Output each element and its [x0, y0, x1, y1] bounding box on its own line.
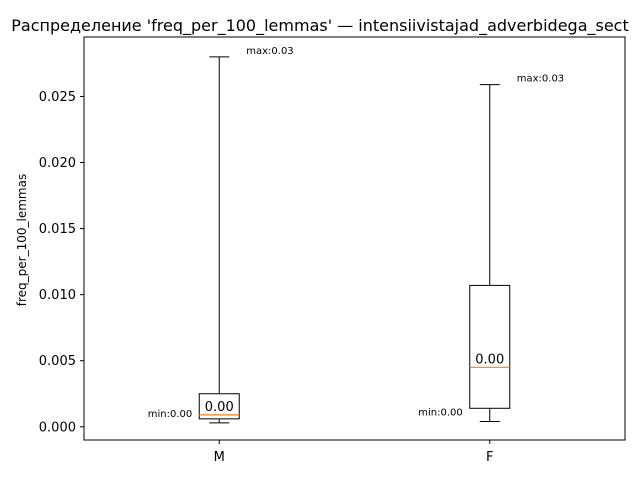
box-M: 0.00 max:0.03 min:0.00 [148, 46, 294, 424]
x-tick-label: F [486, 450, 493, 465]
median-label: 0.00 [475, 352, 504, 367]
y-tick-label: 0.000 [39, 420, 76, 435]
y-axis-ticks: 0.000 0.005 0.010 0.015 0.020 0.025 [39, 90, 84, 435]
min-label: min:0.00 [418, 408, 463, 419]
x-tick-label: M [214, 450, 225, 465]
plot-area-frame [83, 36, 626, 441]
box-iqr [198, 393, 240, 420]
y-axis-label: freq_per_100_lemmas [15, 174, 29, 306]
y-tick-label: 0.025 [39, 90, 76, 105]
y-tick-label: 0.015 [39, 222, 76, 237]
y-tick-label: 0.020 [39, 156, 76, 171]
box-iqr [469, 284, 511, 409]
chart-title: Распределение 'freq_per_100_lemmas' — in… [11, 16, 629, 36]
boxes-group: 0.00 max:0.03 min:0.00 0.00 max:0.03 min:0.00 [148, 46, 564, 424]
y-tick-label: 0.005 [39, 354, 76, 369]
max-label: max:0.03 [517, 74, 564, 85]
y-tick-label: 0.010 [39, 288, 76, 303]
min-label: min:0.00 [148, 409, 193, 420]
max-label: max:0.03 [246, 46, 293, 57]
median-label: 0.00 [205, 400, 234, 415]
box-F: 0.00 max:0.03 min:0.00 [418, 74, 564, 423]
